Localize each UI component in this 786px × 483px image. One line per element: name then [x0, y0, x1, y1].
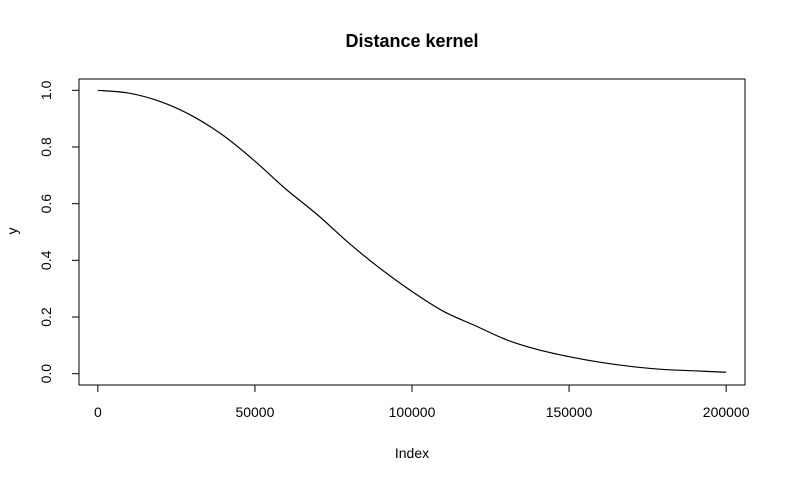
x-tick-label: 0 — [94, 404, 102, 420]
y-tick-label: 0.2 — [38, 307, 54, 327]
x-tick-label: 150000 — [546, 404, 593, 420]
y-tick-label: 0.0 — [38, 364, 54, 384]
y-axis-label: y — [4, 228, 20, 235]
x-axis-label: Index — [395, 445, 429, 461]
series-layer — [97, 89, 727, 373]
y-axis: 0.0 0.2 0.4 0.6 0.8 1.0 — [38, 80, 80, 384]
x-tick-label: 100000 — [389, 404, 436, 420]
chart-title: Distance kernel — [345, 31, 478, 51]
plot-frame — [78, 78, 746, 386]
y-tick-label: 0.6 — [38, 194, 54, 214]
y-tick-label: 1.0 — [38, 80, 54, 100]
y-tick-label: 0.8 — [38, 137, 54, 157]
series-line — [97, 89, 727, 373]
x-axis: 0 50000 100000 150000 200000 — [94, 384, 750, 420]
x-tick-label: 200000 — [703, 404, 750, 420]
x-tick-label: 50000 — [235, 404, 274, 420]
y-tick-label: 0.4 — [38, 250, 54, 270]
